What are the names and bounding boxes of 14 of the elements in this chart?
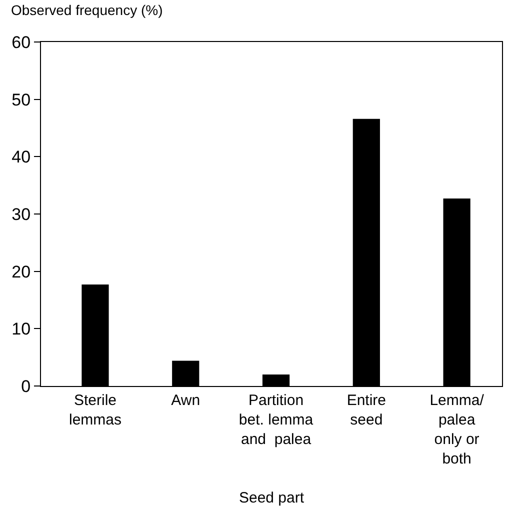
x-tick-label: Partition bet. lemma and palea [238, 392, 314, 448]
x-tick-label: Sterile lemmas [68, 392, 122, 428]
y-tick-label: 60 [12, 32, 31, 52]
y-tick-label: 40 [12, 148, 31, 167]
y-axis-title: Observed frequency (%) [11, 2, 163, 18]
x-tick-label: Awn [171, 392, 200, 409]
x-tick-label: Lemma/ palea only or both [430, 392, 485, 468]
x-axis-title: Seed part [238, 490, 305, 506]
y-tick-label: 10 [12, 320, 31, 339]
y-tick-label: 30 [12, 204, 31, 224]
x-tick-label: Entire seed [346, 392, 386, 428]
y-tick-label: 0 [21, 376, 31, 396]
y-tick-label: 50 [12, 90, 31, 110]
y-tick-label: 20 [12, 262, 31, 282]
